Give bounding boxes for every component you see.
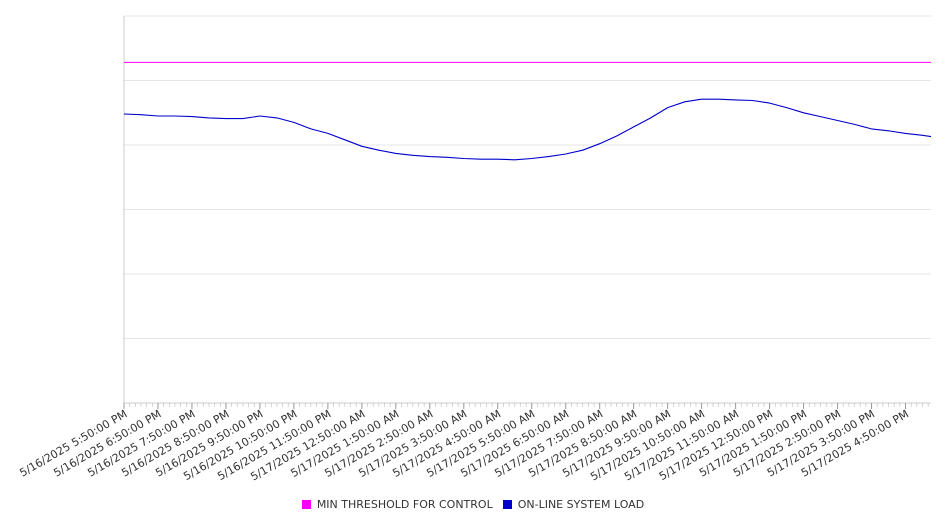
- line-chart: 5/16/2025 5:50:00 PM5/16/2025 6:50:00 PM…: [17, 15, 932, 484]
- legend-item-threshold[interactable]: MIN THRESHOLD FOR CONTROL: [301, 498, 493, 511]
- x-minor-ticks: [123, 403, 929, 407]
- legend-swatch-system-load: [502, 500, 512, 509]
- legend: MIN THRESHOLD FOR CONTROL ON-LINE SYSTEM…: [0, 498, 946, 511]
- legend-swatch-threshold: [301, 500, 311, 509]
- legend-label-threshold: MIN THRESHOLD FOR CONTROL: [316, 498, 493, 511]
- legend-label-system-load: ON-LINE SYSTEM LOAD: [517, 498, 645, 511]
- series-line-system-load: [123, 98, 932, 161]
- legend-item-system-load[interactable]: ON-LINE SYSTEM LOAD: [502, 498, 645, 511]
